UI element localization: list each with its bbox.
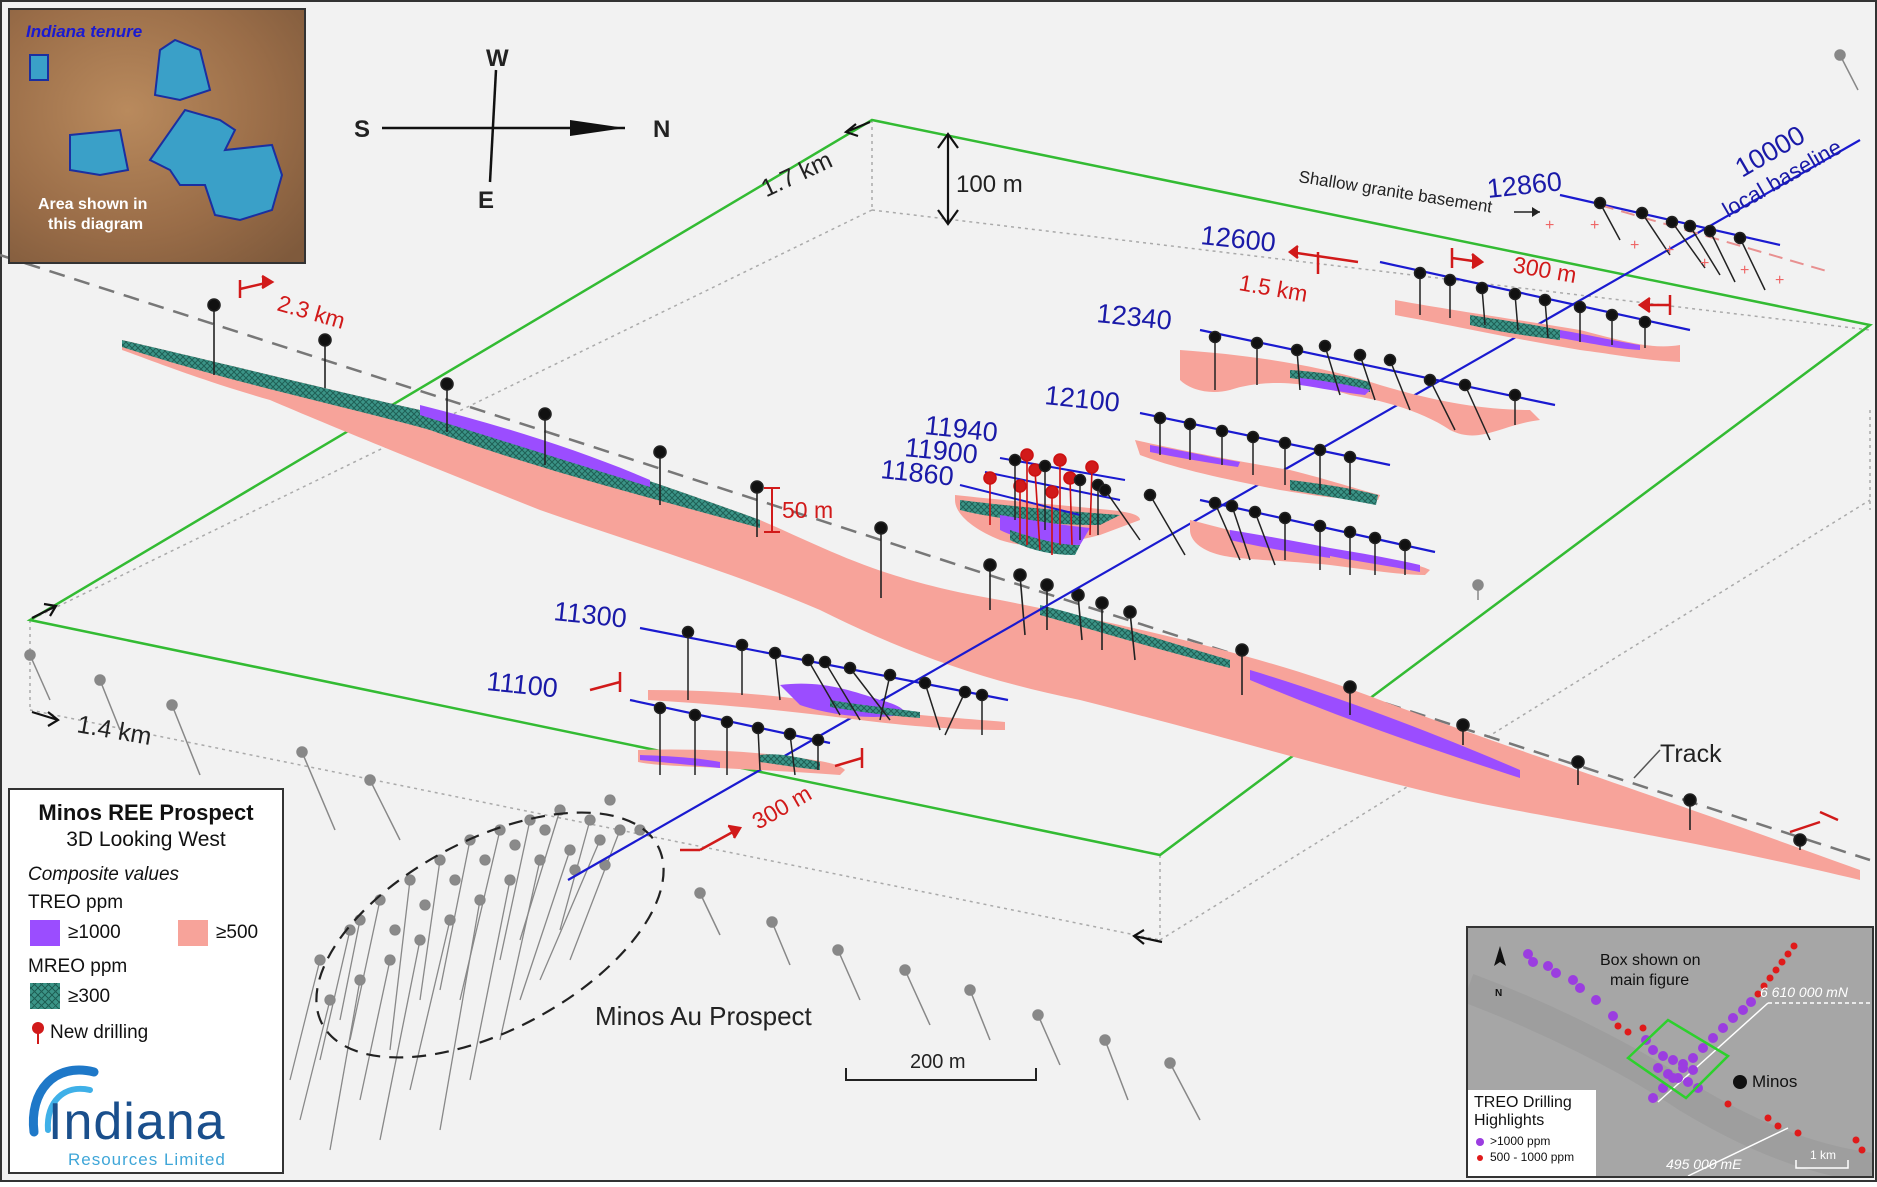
inset-legend-low-dot-icon (1477, 1155, 1483, 1161)
legend-swatch-treo-high (30, 920, 60, 946)
legend-mreo-heading: MREO ppm (28, 956, 128, 977)
track-mineralisation (122, 340, 1860, 880)
scale-bar (845, 1068, 1037, 1081)
au-drill-cluster (289, 794, 646, 1151)
inset-box-label-2: main figure (1610, 972, 1690, 989)
legend-mreo-value: ≥300 (68, 986, 111, 1007)
tenure-inset: Indiana tenure Area shown in this diagra… (8, 8, 306, 264)
section-12860: + + + + + + + (1545, 193, 1831, 291)
au-prospect-label: Minos Au Prospect (595, 1001, 813, 1031)
inset-highlights-2: Highlights (1474, 1112, 1545, 1129)
interval-label: 50 m (782, 497, 833, 523)
svg-text:+: + (1545, 217, 1554, 234)
study-box-top (26, 118, 1873, 857)
logo-name: Indiana (48, 1093, 226, 1151)
inset-minos: Minos (1752, 1072, 1798, 1091)
track-label: Track (1660, 740, 1722, 768)
svg-text:+: + (1665, 242, 1674, 259)
granite-pointer-head (1532, 207, 1540, 217)
svg-text:+: + (1740, 262, 1749, 279)
legend-title: Minos REE Prospect (38, 800, 254, 825)
box-hidden-edges (29, 120, 1871, 941)
scale-bar-label: 200 m (910, 1051, 966, 1073)
compass-east: E (478, 187, 494, 214)
legend-subtitle: 3D Looking West (66, 828, 226, 851)
inset-highlights-box: TREO Drilling Highlights >1000 ppm 500 -… (1468, 1090, 1596, 1176)
section-label-11100: 11100 (485, 666, 559, 703)
compass-south: S (354, 116, 370, 143)
legend-treo-low: ≥500 (216, 922, 259, 943)
section-11100 (629, 698, 845, 776)
new-drilling-pin-icon (32, 1022, 44, 1034)
section-11300 (639, 625, 1009, 736)
legend-new-drilling: New drilling (50, 1022, 149, 1043)
svg-text:+: + (1775, 272, 1784, 289)
svg-text:+: + (1630, 237, 1639, 254)
compass-west: W (486, 45, 509, 72)
inset-northing: 6 610 000 mN (1760, 984, 1848, 1000)
legend-treo-heading: TREO ppm (28, 892, 124, 913)
inset-legend-high: >1000 ppm (1490, 1134, 1551, 1148)
section-end-markers (238, 245, 1839, 852)
inset-easting: 495 000 mE (1666, 1156, 1742, 1172)
inset-legend-high-dot-icon (1476, 1138, 1484, 1146)
legend-treo-high: ≥1000 (68, 922, 121, 943)
legend-composite: Composite values (28, 864, 180, 885)
legend-swatch-treo-low (178, 920, 208, 946)
inset-legend-low: 500 - 1000 ppm (1490, 1150, 1575, 1164)
tenure-label: Indiana tenure (26, 22, 143, 41)
historic-drillholes (24, 49, 1859, 1121)
interval-marker (764, 487, 780, 533)
height-label: 100 m (956, 171, 1023, 198)
dimension-arrows (31, 120, 1163, 945)
section-12340 (1180, 328, 1556, 441)
svg-text:+: + (1590, 217, 1599, 234)
indiana-logo-icon (28, 1065, 99, 1137)
area-label-2: this diagram (48, 216, 144, 233)
svg-text:+: + (1700, 255, 1709, 272)
track-line (0, 253, 1871, 862)
legend-panel: Minos REE Prospect 3D Looking West Compo… (8, 788, 284, 1174)
inset-box-label-1: Box shown on (1600, 952, 1701, 969)
compass (382, 69, 625, 183)
track-pointer (1633, 749, 1661, 779)
new-drilling-pin-stem (37, 1032, 39, 1044)
area-label-1: Area shown in (38, 196, 148, 213)
inset-highlights-1: TREO Drilling (1474, 1094, 1572, 1111)
inset-scale: 1 km (1810, 1148, 1837, 1162)
compass-north: N (653, 116, 670, 143)
track-drillholes (207, 298, 1807, 850)
section-12100 (1135, 411, 1391, 505)
location-inset: N Box shown on main figure 6 610 000 mN … (1466, 926, 1874, 1178)
inset-north: N (1495, 988, 1503, 999)
section-12600 (1379, 260, 1691, 362)
height-marker (937, 132, 959, 226)
section-11900-cluster (955, 448, 1186, 556)
legend-swatch-mreo (30, 983, 60, 1009)
logo-sub: Resources Limited (68, 1150, 226, 1169)
au-prospect-outline (315, 811, 665, 1059)
section-11860-right (1190, 496, 1436, 575)
